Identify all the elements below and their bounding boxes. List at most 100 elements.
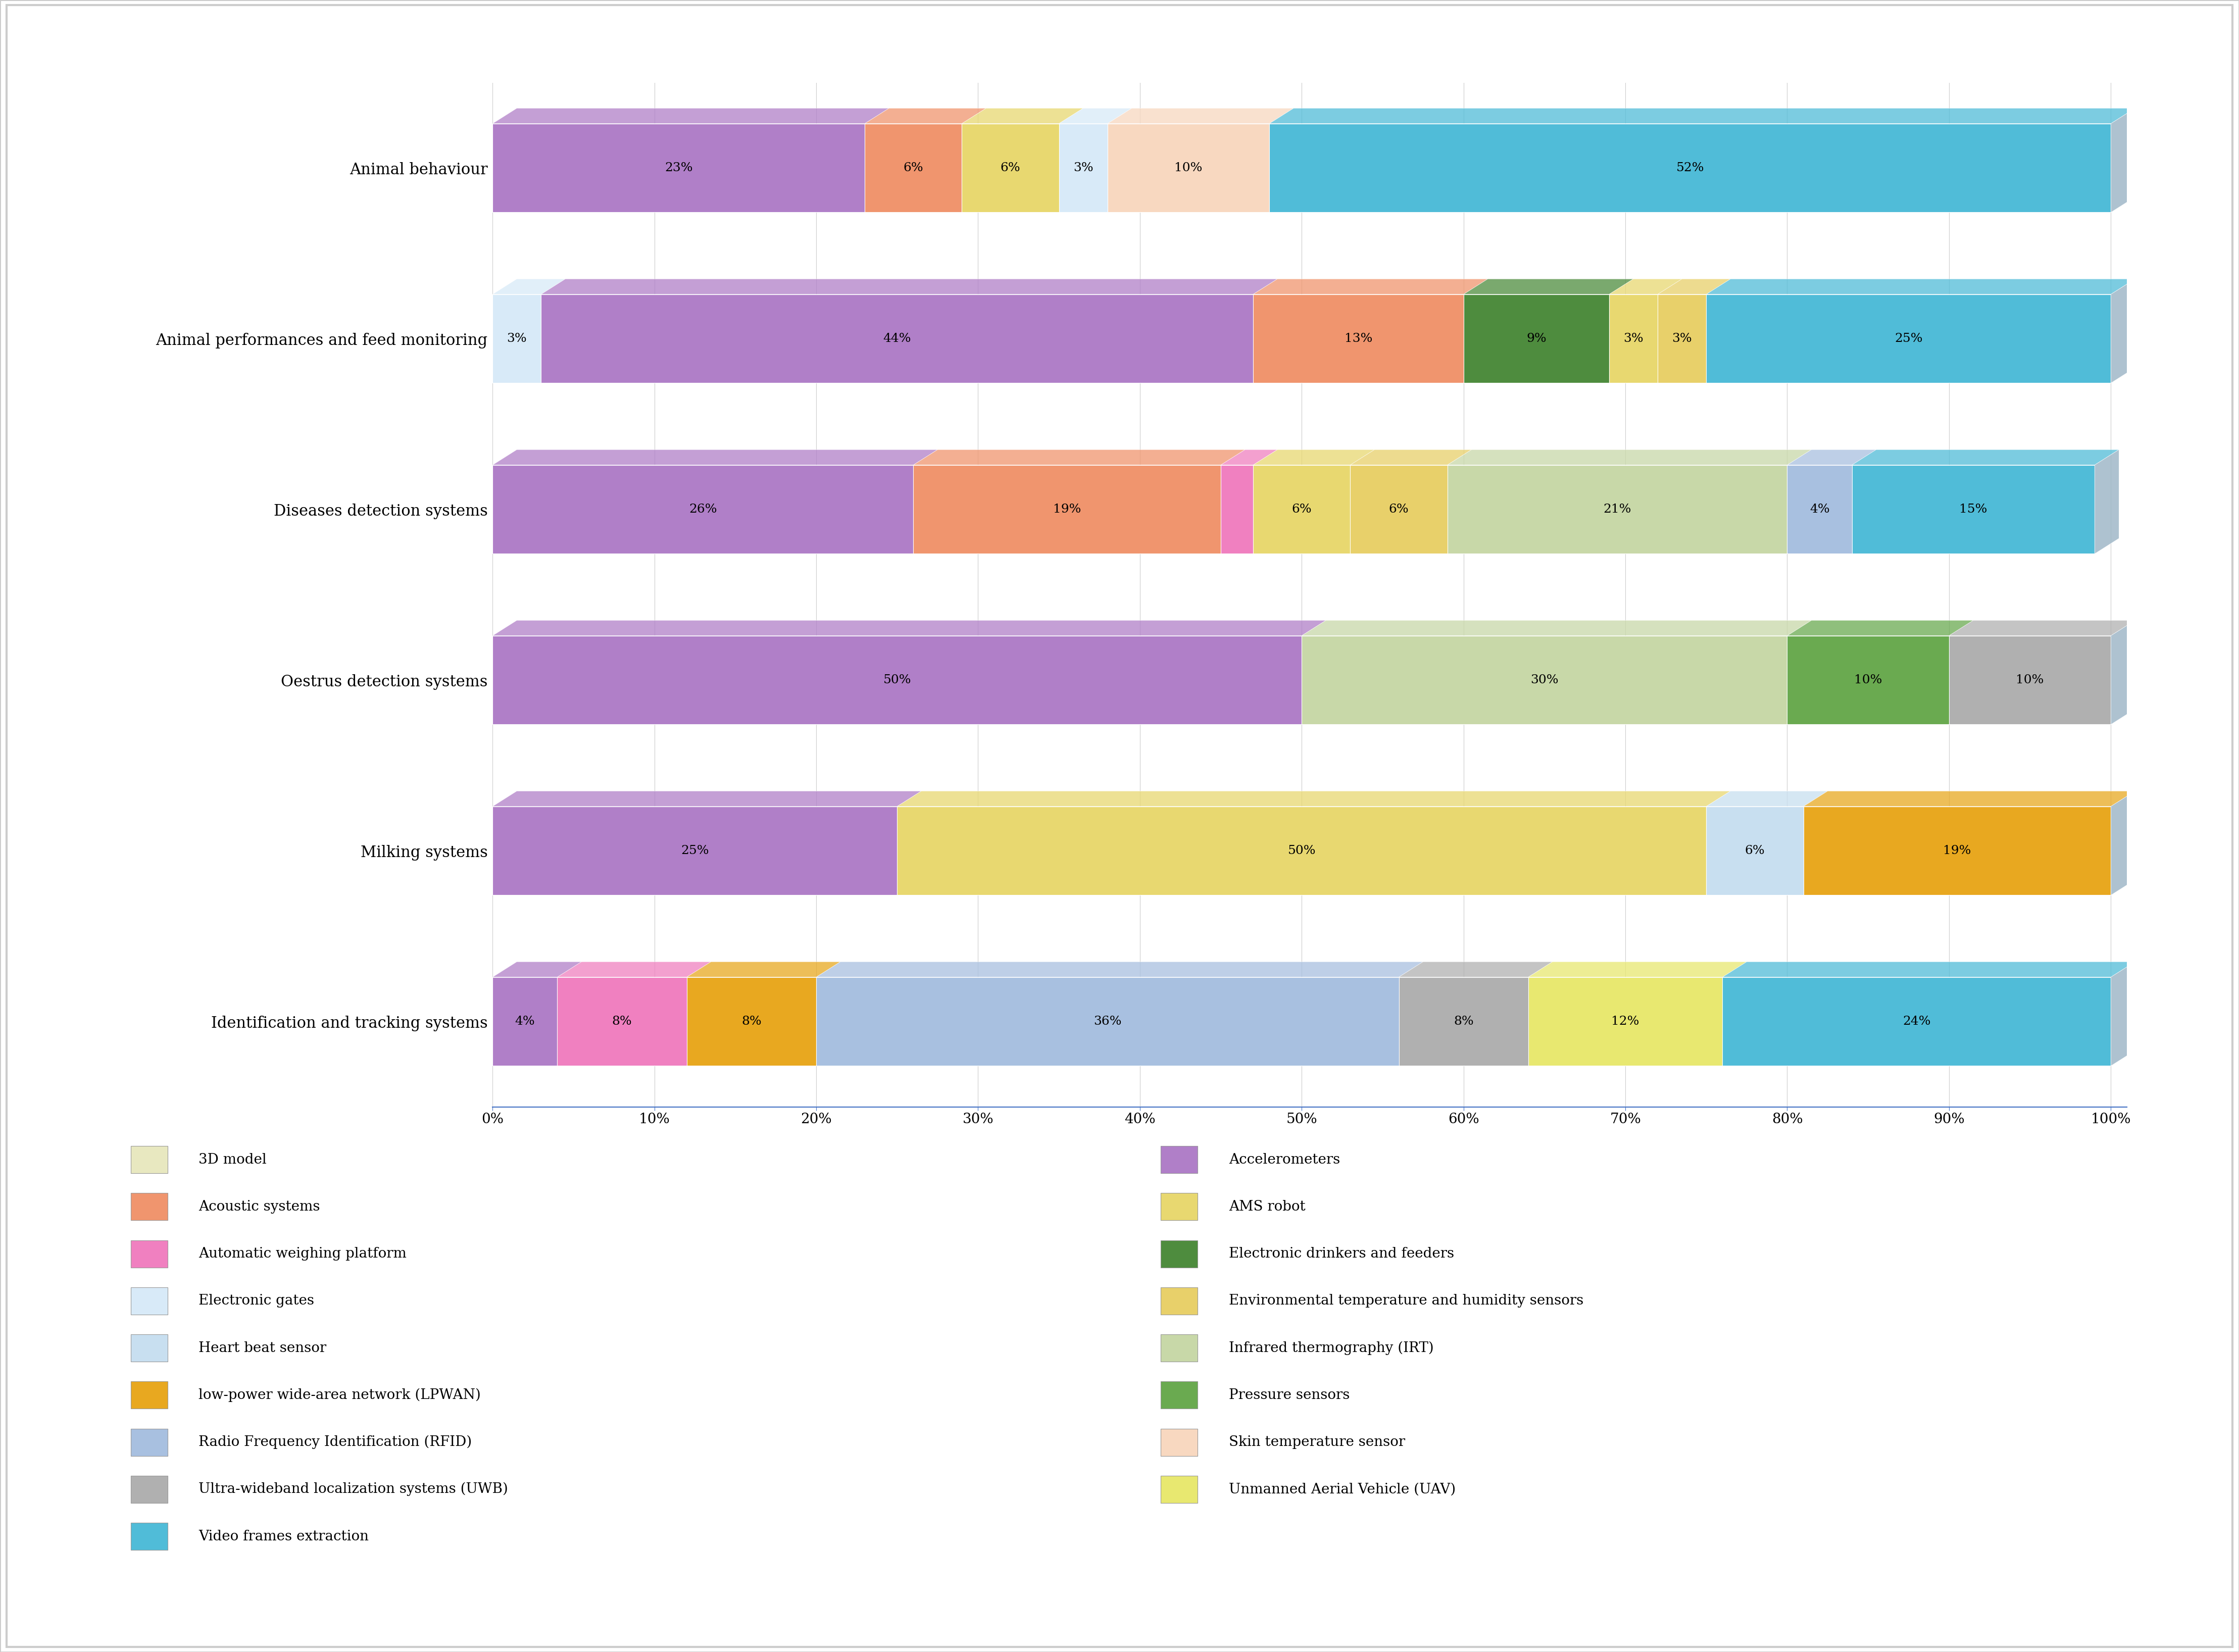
Bar bbox=[1254, 294, 1464, 383]
Text: Electronic drinkers and feeders: Electronic drinkers and feeders bbox=[1229, 1247, 1453, 1260]
Text: 8%: 8% bbox=[741, 1016, 761, 1028]
Bar bbox=[493, 294, 542, 383]
Bar bbox=[1160, 1381, 1198, 1409]
Text: 10%: 10% bbox=[2015, 674, 2044, 686]
Bar bbox=[1160, 1193, 1198, 1221]
Polygon shape bbox=[493, 109, 889, 124]
Text: 44%: 44% bbox=[882, 332, 911, 345]
Text: 3%: 3% bbox=[506, 332, 526, 345]
Text: 3%: 3% bbox=[1673, 332, 1693, 345]
Text: 52%: 52% bbox=[1677, 162, 1704, 173]
Bar bbox=[1350, 464, 1446, 553]
Text: Ultra-wideband localization systems (UWB): Ultra-wideband localization systems (UWB… bbox=[199, 1482, 508, 1497]
Bar bbox=[130, 1381, 168, 1409]
Text: 50%: 50% bbox=[882, 674, 911, 686]
Bar bbox=[1270, 124, 2111, 213]
Polygon shape bbox=[2111, 791, 2136, 895]
Polygon shape bbox=[542, 279, 1278, 294]
Text: 36%: 36% bbox=[1093, 1016, 1122, 1028]
Text: Electronic gates: Electronic gates bbox=[199, 1294, 313, 1308]
Bar bbox=[1160, 1475, 1198, 1503]
Text: 12%: 12% bbox=[1612, 1016, 1639, 1028]
Bar bbox=[898, 806, 1706, 895]
Polygon shape bbox=[2111, 109, 2136, 213]
Polygon shape bbox=[1706, 279, 2136, 294]
Bar bbox=[1160, 1146, 1198, 1173]
Polygon shape bbox=[2111, 961, 2136, 1066]
Bar bbox=[1706, 806, 1802, 895]
Bar bbox=[130, 1523, 168, 1550]
Bar bbox=[864, 124, 963, 213]
Polygon shape bbox=[558, 961, 712, 976]
Polygon shape bbox=[493, 449, 938, 464]
Polygon shape bbox=[898, 791, 1731, 806]
Bar bbox=[493, 464, 914, 553]
Text: 6%: 6% bbox=[1388, 504, 1408, 515]
Bar bbox=[1722, 976, 2111, 1066]
Text: Skin temperature sensor: Skin temperature sensor bbox=[1229, 1436, 1406, 1449]
Bar bbox=[130, 1429, 168, 1455]
Bar bbox=[1787, 464, 1852, 553]
Bar bbox=[130, 1335, 168, 1361]
Polygon shape bbox=[1301, 621, 1811, 636]
Bar bbox=[1610, 294, 1657, 383]
Bar bbox=[687, 976, 817, 1066]
Bar bbox=[493, 636, 1301, 725]
Text: 21%: 21% bbox=[1603, 504, 1632, 515]
Polygon shape bbox=[1787, 449, 1876, 464]
Polygon shape bbox=[1787, 621, 1973, 636]
Bar bbox=[130, 1475, 168, 1503]
Bar bbox=[1254, 464, 1350, 553]
Bar bbox=[1787, 636, 1948, 725]
Polygon shape bbox=[2111, 279, 2136, 383]
Text: Environmental temperature and humidity sensors: Environmental temperature and humidity s… bbox=[1229, 1294, 1583, 1308]
Polygon shape bbox=[1706, 791, 1827, 806]
Polygon shape bbox=[1446, 449, 1811, 464]
Text: low-power wide-area network (LPWAN): low-power wide-area network (LPWAN) bbox=[199, 1388, 481, 1403]
Text: AMS robot: AMS robot bbox=[1229, 1199, 1305, 1214]
Bar bbox=[1160, 1429, 1198, 1455]
Text: 8%: 8% bbox=[1453, 1016, 1473, 1028]
Polygon shape bbox=[493, 961, 582, 976]
Polygon shape bbox=[1254, 279, 1489, 294]
Bar bbox=[1160, 1241, 1198, 1267]
Bar bbox=[1464, 294, 1610, 383]
Text: 3D model: 3D model bbox=[199, 1153, 266, 1166]
Text: 9%: 9% bbox=[1527, 332, 1547, 345]
Text: Automatic weighing platform: Automatic weighing platform bbox=[199, 1247, 407, 1260]
Polygon shape bbox=[2096, 449, 2118, 553]
Polygon shape bbox=[493, 279, 566, 294]
Bar bbox=[130, 1241, 168, 1267]
Polygon shape bbox=[1529, 961, 1746, 976]
Bar bbox=[130, 1193, 168, 1221]
Polygon shape bbox=[2111, 621, 2136, 725]
Bar bbox=[542, 294, 1254, 383]
Bar bbox=[1852, 464, 2096, 553]
Polygon shape bbox=[1657, 279, 1731, 294]
Text: 25%: 25% bbox=[681, 844, 710, 857]
Bar bbox=[1160, 1287, 1198, 1315]
Text: 24%: 24% bbox=[1903, 1016, 1930, 1028]
Bar bbox=[1108, 124, 1270, 213]
Text: 6%: 6% bbox=[902, 162, 922, 173]
Bar bbox=[914, 464, 1220, 553]
Text: 10%: 10% bbox=[1854, 674, 1883, 686]
Polygon shape bbox=[493, 621, 1325, 636]
Bar bbox=[1948, 636, 2111, 725]
Polygon shape bbox=[687, 961, 840, 976]
Text: Heart beat sensor: Heart beat sensor bbox=[199, 1341, 327, 1355]
Polygon shape bbox=[1852, 449, 2118, 464]
Bar bbox=[130, 1146, 168, 1173]
Bar bbox=[817, 976, 1399, 1066]
Text: 6%: 6% bbox=[1001, 162, 1021, 173]
Bar bbox=[493, 124, 864, 213]
Text: 3%: 3% bbox=[1623, 332, 1643, 345]
Bar bbox=[1220, 464, 1254, 553]
Bar bbox=[1657, 294, 1706, 383]
Bar bbox=[493, 806, 898, 895]
Bar bbox=[493, 976, 558, 1066]
Bar bbox=[1301, 636, 1787, 725]
Text: 3%: 3% bbox=[1072, 162, 1093, 173]
Polygon shape bbox=[1220, 449, 1278, 464]
Text: 8%: 8% bbox=[611, 1016, 631, 1028]
